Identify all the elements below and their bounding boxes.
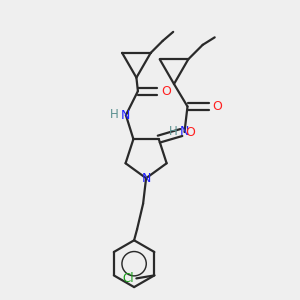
Text: Cl: Cl — [122, 272, 134, 285]
Text: O: O — [185, 126, 195, 139]
Text: H: H — [110, 108, 118, 121]
Text: N: N — [121, 109, 130, 122]
Text: N: N — [180, 125, 189, 139]
Text: O: O — [161, 85, 171, 98]
Text: O: O — [212, 100, 222, 113]
Text: N: N — [141, 172, 151, 185]
Text: H: H — [169, 124, 178, 138]
